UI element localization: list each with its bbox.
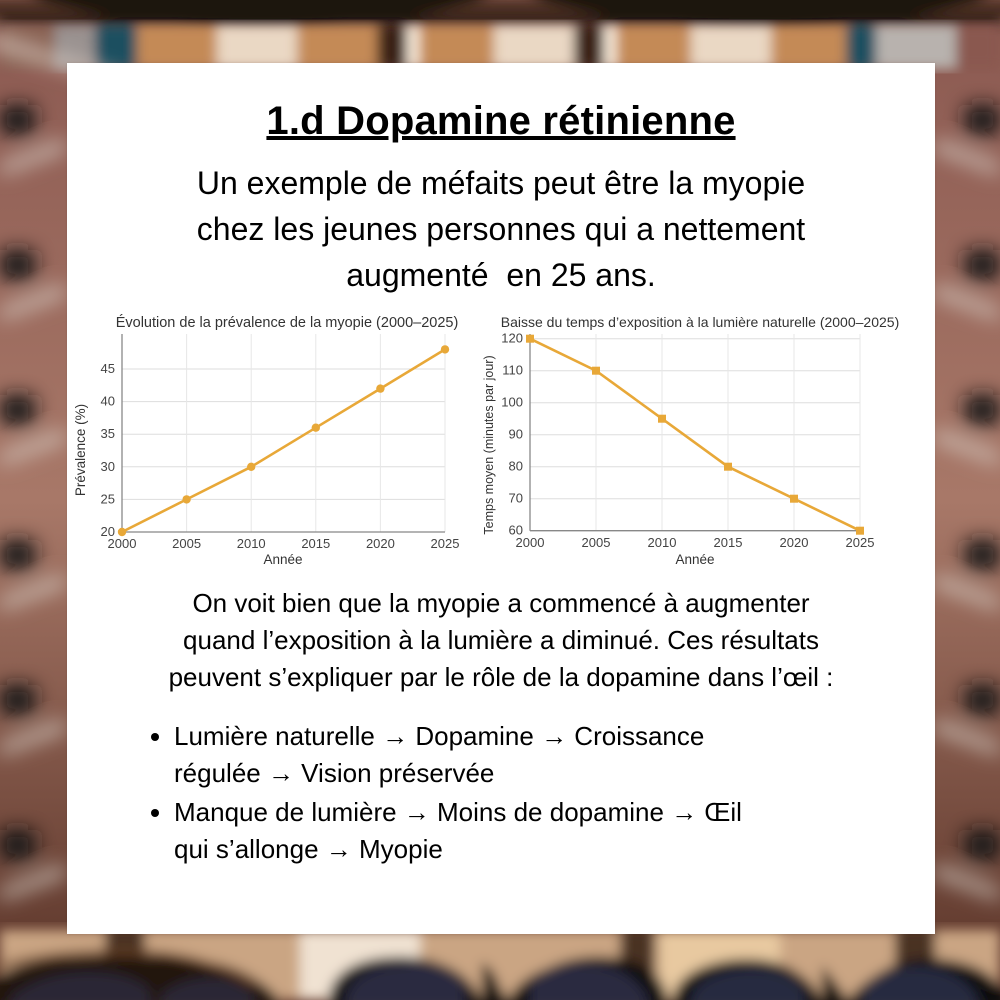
- svg-text:2010: 2010: [237, 536, 266, 551]
- svg-text:80: 80: [509, 459, 523, 474]
- svg-text:2025: 2025: [846, 535, 875, 550]
- svg-text:2025: 2025: [431, 536, 460, 551]
- svg-text:2005: 2005: [172, 536, 201, 551]
- svg-text:Baisse du temps d’exposition à: Baisse du temps d’exposition à la lumièr…: [501, 314, 899, 330]
- svg-text:40: 40: [101, 394, 115, 409]
- svg-text:2015: 2015: [714, 535, 743, 550]
- svg-text:120: 120: [501, 331, 523, 346]
- svg-text:25: 25: [101, 491, 115, 506]
- svg-text:Année: Année: [675, 552, 714, 567]
- svg-text:2000: 2000: [108, 536, 137, 551]
- svg-text:2015: 2015: [301, 536, 330, 551]
- svg-text:100: 100: [501, 395, 523, 410]
- svg-text:Prévalence (%): Prévalence (%): [73, 404, 88, 496]
- svg-text:2000: 2000: [516, 535, 545, 550]
- svg-text:110: 110: [502, 363, 523, 378]
- svg-text:Année: Année: [263, 552, 302, 567]
- svg-text:2005: 2005: [582, 535, 611, 550]
- svg-text:2020: 2020: [780, 535, 809, 550]
- svg-text:45: 45: [101, 361, 115, 376]
- svg-text:70: 70: [509, 491, 523, 506]
- svg-text:Temps moyen (minutes par jour): Temps moyen (minutes par jour): [482, 355, 496, 534]
- svg-text:2010: 2010: [648, 535, 677, 550]
- svg-text:2020: 2020: [366, 536, 395, 551]
- svg-text:Évolution de la prévalence de: Évolution de la prévalence de la myopie …: [116, 314, 459, 331]
- svg-text:30: 30: [101, 459, 115, 474]
- svg-text:90: 90: [509, 427, 523, 442]
- svg-text:35: 35: [101, 426, 115, 441]
